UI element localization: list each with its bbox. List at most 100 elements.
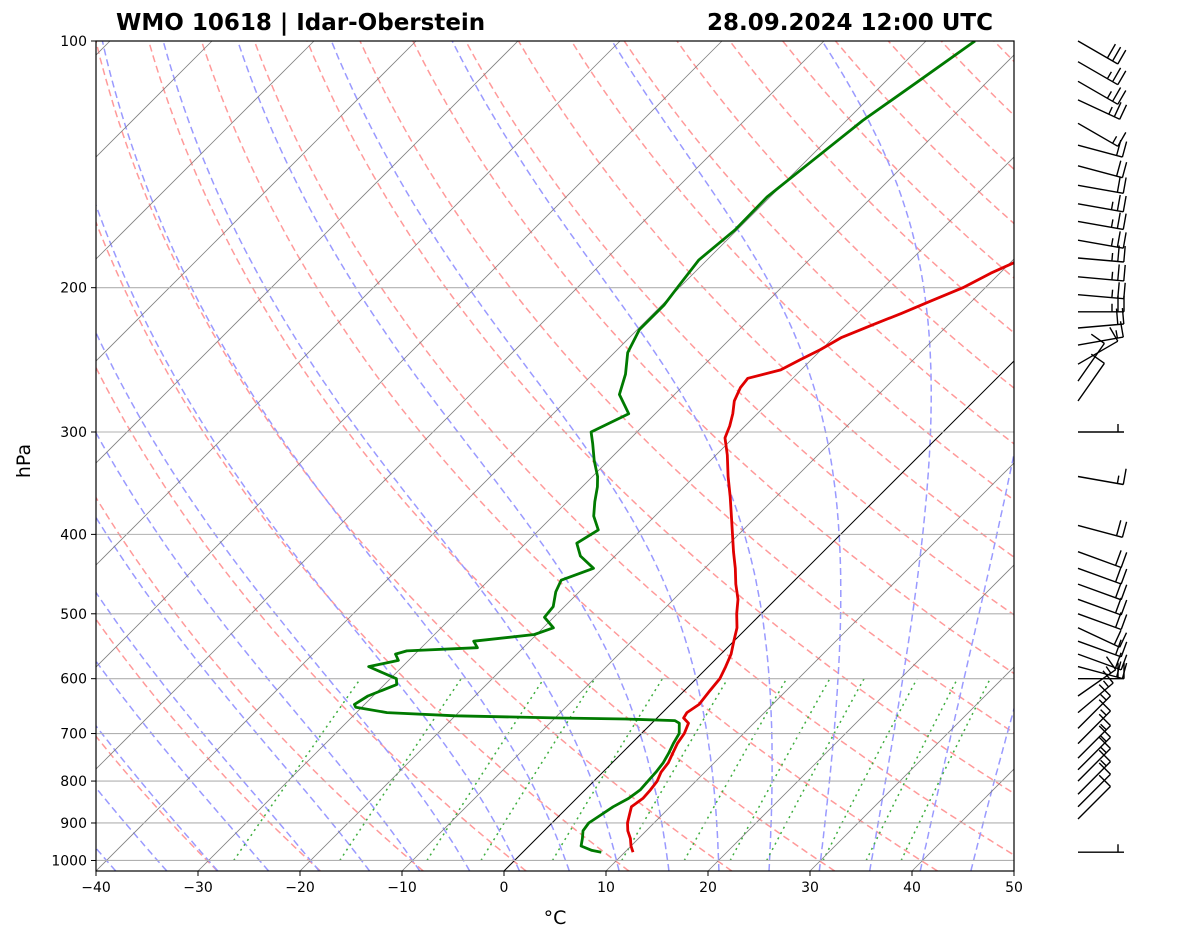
wind-barb xyxy=(1077,736,1111,782)
moist-adiabat xyxy=(96,515,371,871)
x-tick-label: 20 xyxy=(699,880,717,896)
moist-adiabat xyxy=(96,203,521,871)
x-axis-label: °C xyxy=(544,907,567,929)
wind-barb xyxy=(1077,699,1111,745)
chart-title-left: WMO 10618 | Idar-Oberstein xyxy=(116,10,485,36)
dry-adiabat xyxy=(96,735,219,871)
moist-adiabat xyxy=(96,331,471,871)
wind-barb xyxy=(1077,749,1111,795)
x-tick-label: −10 xyxy=(387,880,417,896)
y-tick-label: 100 xyxy=(60,34,87,50)
dry-adiabat xyxy=(96,41,733,871)
isotherm xyxy=(96,41,315,260)
x-tick-label: −30 xyxy=(183,880,213,896)
isotherm xyxy=(197,54,1014,871)
wind-barb xyxy=(1077,520,1128,538)
y-tick-label: 600 xyxy=(60,672,87,688)
isotherm xyxy=(96,41,519,464)
wind-barb xyxy=(1077,231,1127,249)
wind-barb xyxy=(1077,176,1127,194)
isotherm xyxy=(401,258,1014,871)
y-tick-label: 900 xyxy=(60,816,87,832)
plot-frame xyxy=(95,40,1015,872)
wind-barbs xyxy=(1077,40,1128,853)
y-tick-label: 500 xyxy=(60,607,87,623)
wind-barb xyxy=(1078,424,1124,433)
moist-adiabat xyxy=(236,41,670,871)
wind-barb xyxy=(1078,844,1124,853)
wind-barb xyxy=(1077,308,1125,329)
dry-adiabat xyxy=(623,41,1014,445)
x-tick-label: 40 xyxy=(903,880,921,896)
moist-adiabat xyxy=(919,450,1014,871)
dry-adiabat xyxy=(517,41,1014,559)
wind-barb xyxy=(1077,139,1128,158)
dry-adiabat xyxy=(96,220,630,871)
wind-barb xyxy=(1077,99,1128,120)
wind-barb xyxy=(1077,353,1105,402)
dry-adiabat xyxy=(96,618,321,871)
wind-barb xyxy=(1077,468,1127,486)
wind-barb xyxy=(1077,670,1114,714)
y-tick-label: 300 xyxy=(60,425,87,441)
wind-barb xyxy=(1077,194,1127,213)
x-tick-label: 0 xyxy=(500,880,509,896)
chart-title-right: 28.09.2024 12:00 UTC xyxy=(707,10,993,36)
wind-barb xyxy=(1078,662,1125,680)
dry-adiabat xyxy=(306,41,1014,795)
x-tick-label: −20 xyxy=(285,880,315,896)
dry-adiabat xyxy=(96,496,424,871)
isotherm xyxy=(96,41,723,668)
y-tick-label: 400 xyxy=(60,527,87,543)
x-tick-label: 10 xyxy=(597,880,615,896)
isotherm xyxy=(96,41,417,362)
wind-barb xyxy=(1077,566,1128,585)
wind-barb xyxy=(1077,612,1128,631)
isotherm xyxy=(809,666,1014,871)
dry-adiabat xyxy=(200,41,938,871)
x-tick-label: 30 xyxy=(801,880,819,896)
moist-adiabat xyxy=(451,41,773,871)
wind-barb xyxy=(1077,597,1128,616)
isotherm xyxy=(707,564,1014,871)
y-tick-label: 700 xyxy=(60,727,87,743)
moist-adiabat xyxy=(970,706,1014,871)
wind-barb xyxy=(1077,627,1128,648)
wind-barb xyxy=(1077,639,1128,658)
mixing-ratio-line xyxy=(551,678,664,861)
wind-barb xyxy=(1077,333,1105,382)
wind-barb xyxy=(1077,264,1126,282)
moist-adiabat xyxy=(821,41,932,871)
zero-isotherm xyxy=(503,360,1014,871)
isotherm xyxy=(605,462,1014,871)
dry-adiabat xyxy=(676,41,1014,389)
x-axis-ticks: −40 −30 −20 −10 0 10 20 30 40 50 xyxy=(81,871,1023,896)
wind-barb xyxy=(1077,762,1111,808)
wind-barb xyxy=(1077,684,1111,729)
y-tick-label: 800 xyxy=(60,774,87,790)
wind-barb xyxy=(1077,160,1128,179)
sounding-profiles xyxy=(353,41,1014,854)
x-tick-label: 50 xyxy=(1005,880,1023,896)
moist-adiabat xyxy=(101,41,571,871)
wind-barb xyxy=(1077,550,1128,569)
moist-adiabat xyxy=(96,591,320,871)
wind-barb xyxy=(1077,61,1127,86)
wind-barb xyxy=(1077,212,1127,231)
moist-adiabat xyxy=(96,431,421,871)
y-tick-label: 200 xyxy=(60,281,87,297)
moist-adiabat xyxy=(611,41,842,871)
moist-adiabat xyxy=(330,41,720,871)
isotherm xyxy=(96,41,621,566)
temperature-line xyxy=(626,261,1014,853)
y-axis-label: hPa xyxy=(13,444,35,478)
y-axis-ticks: 100 200 300 400 500 600 700 800 900 1000 xyxy=(51,34,96,869)
y-tick-label: 1000 xyxy=(51,853,87,869)
dry-adiabat xyxy=(412,41,1014,675)
mixing-ratio-line xyxy=(822,678,918,861)
isotherm xyxy=(96,41,825,770)
wind-barb xyxy=(1077,40,1127,65)
wind-barb xyxy=(1077,245,1126,263)
